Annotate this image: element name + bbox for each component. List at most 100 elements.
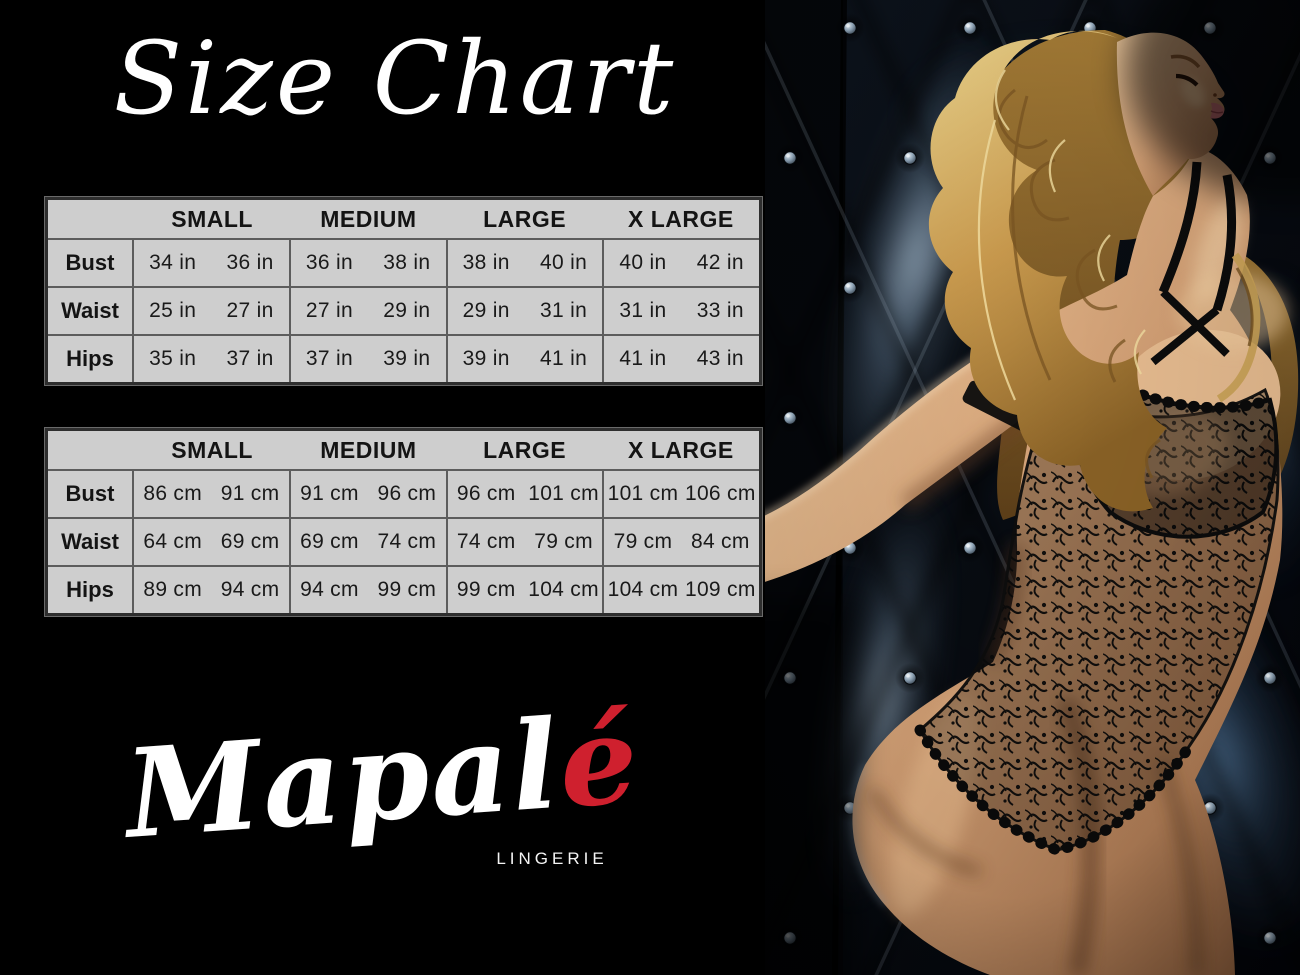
measurement-value: 104 cm: [528, 578, 599, 601]
measurement-cell: 29 in 31 in: [448, 288, 605, 334]
table-header-row: SMALL MEDIUM LARGE X LARGE: [48, 200, 759, 240]
measurement-value: 99 cm: [377, 578, 437, 601]
measurement-value: 35 in: [149, 347, 197, 370]
model-photo: [765, 0, 1300, 975]
measurement-cell: 64 cm 69 cm: [134, 519, 291, 565]
measurement-label: Bust: [48, 471, 134, 517]
measurement-cell: 35 in 37 in: [134, 336, 291, 382]
measurement-value: 39 in: [462, 347, 510, 370]
measurement-value: 104 cm: [607, 578, 679, 601]
measurement-cell: 99 cm 104 cm: [448, 567, 605, 613]
measurement-value: 69 cm: [300, 530, 359, 553]
measurement-cell: 94 cm 99 cm: [291, 567, 448, 613]
measurement-value: 37 in: [305, 347, 353, 370]
measurement-value: 79 cm: [613, 530, 673, 553]
page-title: Size Chart: [113, 20, 677, 137]
measurement-value: 39 in: [383, 347, 431, 370]
measurement-cell: 74 cm 79 cm: [448, 519, 605, 565]
table-corner-cell: [48, 431, 134, 469]
measurement-value: 94 cm: [220, 578, 280, 601]
measurement-row: Hips 35 in 37 in 37 in 39 in 39 in 41 in 41 in 4…: [48, 336, 759, 382]
measurement-value: 25 in: [149, 299, 197, 322]
measurement-value: 91 cm: [220, 482, 280, 505]
size-column-header: MEDIUM: [320, 205, 417, 232]
measurement-value: 101 cm: [528, 482, 599, 505]
measurement-row: Waist 25 in 27 in 27 in 29 in 29 in 31 in 31 in…: [48, 288, 759, 336]
table-header-row: SMALL MEDIUM LARGE X LARGE: [48, 431, 759, 471]
measurement-label: Waist: [48, 288, 134, 334]
measurement-cell: 34 in 36 in: [134, 240, 291, 286]
model-figure: [765, 0, 1300, 975]
measurement-cell: 27 in 29 in: [291, 288, 448, 334]
measurement-value: 29 in: [383, 299, 431, 322]
measurement-value: 29 in: [462, 299, 510, 322]
measurement-row: Bust 86 cm 91 cm 91 cm 96 cm 96 cm 101 cm 101 c…: [48, 471, 759, 519]
measurement-cell: 86 cm 91 cm: [134, 471, 291, 517]
size-table-inches: SMALL MEDIUM LARGE X LARGE Bust 34 in 36 in 36 …: [44, 196, 763, 386]
measurement-label: Hips: [48, 336, 134, 382]
measurement-cell: 104 cm 109 cm: [604, 567, 759, 613]
measurement-value: 38 in: [383, 251, 431, 274]
measurement-cell: 89 cm 94 cm: [134, 567, 291, 613]
size-table-centimeters: SMALL MEDIUM LARGE X LARGE Bust 86 cm 91 cm 91 …: [44, 427, 763, 617]
measurement-value: 27 in: [226, 299, 274, 322]
measurement-cell: 37 in 39 in: [291, 336, 448, 382]
measurement-cell: 79 cm 84 cm: [604, 519, 759, 565]
measurement-value: 79 cm: [534, 530, 593, 553]
measurement-value: 86 cm: [143, 482, 203, 505]
brand-wordmark-accent: é: [554, 686, 645, 836]
measurement-cell: 91 cm 96 cm: [291, 471, 448, 517]
photo-panel: [765, 0, 1300, 975]
measurement-value: 89 cm: [143, 578, 203, 601]
brand-logo: Mapalé LINGERIE: [0, 686, 765, 906]
measurement-cell: 40 in 42 in: [604, 240, 759, 286]
measurement-cell: 69 cm 74 cm: [291, 519, 448, 565]
measurement-cell: 36 in 38 in: [291, 240, 448, 286]
size-column-header: X LARGE: [628, 205, 734, 232]
measurement-value: 99 cm: [456, 578, 516, 601]
measurement-cell: 41 in 43 in: [604, 336, 759, 382]
measurement-value: 38 in: [462, 251, 510, 274]
measurement-cell: 39 in 41 in: [448, 336, 605, 382]
measurement-value: 31 in: [619, 299, 667, 322]
measurement-value: 96 cm: [456, 482, 516, 505]
measurement-row: Hips 89 cm 94 cm 94 cm 99 cm 99 cm 104 cm 104 c…: [48, 567, 759, 613]
measurement-value: 84 cm: [690, 530, 750, 553]
measurement-value: 64 cm: [143, 530, 203, 553]
measurement-row: Bust 34 in 36 in 36 in 38 in 38 in 40 in 40 in 4…: [48, 240, 759, 288]
measurement-value: 27 in: [305, 299, 353, 322]
measurement-cell: 25 in 27 in: [134, 288, 291, 334]
measurement-label: Waist: [48, 519, 134, 565]
measurement-value: 36 in: [226, 251, 274, 274]
measurement-value: 69 cm: [220, 530, 280, 553]
measurement-value: 74 cm: [377, 530, 437, 553]
measurement-value: 101 cm: [607, 482, 679, 505]
measurement-value: 91 cm: [300, 482, 359, 505]
measurement-value: 106 cm: [684, 482, 756, 505]
measurement-label: Bust: [48, 240, 134, 286]
size-column-header: LARGE: [483, 436, 567, 463]
measurement-label: Hips: [48, 567, 134, 613]
measurement-value: 40 in: [619, 251, 667, 274]
brand-wordmark: Mapalé: [0, 679, 769, 872]
measurement-cell: 101 cm 106 cm: [604, 471, 759, 517]
size-column-header: MEDIUM: [320, 436, 417, 463]
measurement-value: 96 cm: [377, 482, 437, 505]
size-column-header: SMALL: [171, 205, 253, 232]
photo-vignette: [765, 0, 1300, 975]
size-column-header: SMALL: [171, 436, 253, 463]
measurement-value: 94 cm: [300, 578, 359, 601]
measurement-value: 36 in: [305, 251, 353, 274]
size-column-header: X LARGE: [628, 436, 734, 463]
measurement-value: 42 in: [696, 251, 744, 274]
measurement-value: 43 in: [696, 347, 744, 370]
measurement-value: 109 cm: [684, 578, 756, 601]
measurement-value: 33 in: [696, 299, 744, 322]
measurement-cell: 38 in 40 in: [448, 240, 605, 286]
measurement-row: Waist 64 cm 69 cm 69 cm 74 cm 74 cm 79 cm 79 cm…: [48, 519, 759, 567]
measurement-value: 34 in: [149, 251, 197, 274]
measurement-cell: 96 cm 101 cm: [448, 471, 605, 517]
measurement-value: 37 in: [226, 347, 274, 370]
table-corner-cell: [48, 200, 134, 238]
